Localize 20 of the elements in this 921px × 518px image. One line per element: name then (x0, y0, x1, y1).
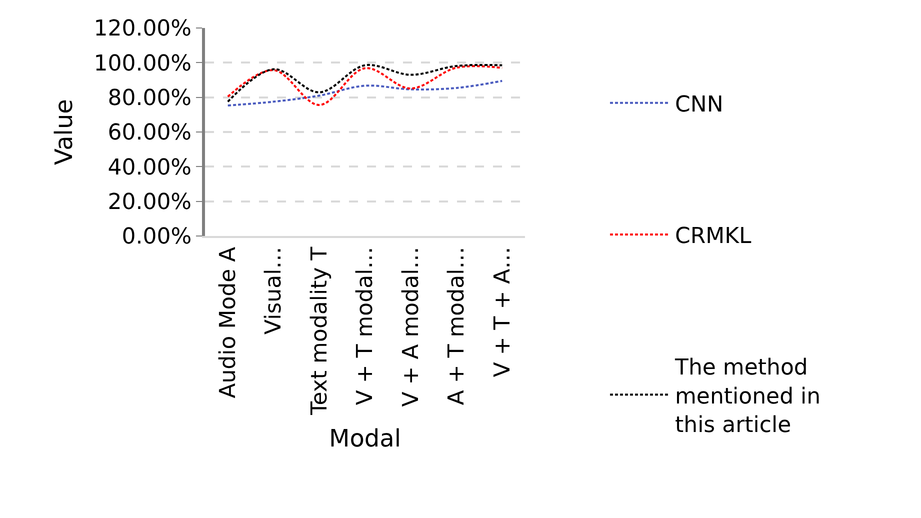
y-axis-title: Value (50, 99, 78, 165)
legend-label: The method mentioned in this article (674, 356, 821, 438)
y-tick-label: 80.00% (108, 86, 192, 112)
x-axis-title: Modal (329, 424, 401, 453)
y-tick-label: 40.00% (108, 155, 192, 180)
y-tick-label: 20.00% (108, 190, 192, 216)
x-tick-label: V + A modal… (398, 246, 424, 407)
line-series (226, 80, 504, 106)
x-tick-label: Audio Mode A (216, 246, 242, 398)
y-tick-label: 100.00% (94, 51, 192, 76)
y-tick-label: 60.00% (108, 120, 192, 146)
x-tick-label: V + T + A… (490, 246, 516, 378)
legend-label: CRMKL (675, 224, 752, 250)
x-tick-label: A + T modal… (444, 246, 470, 406)
x-tick-label: V + T modal… (353, 246, 378, 406)
x-tick-label: Text modality T (307, 246, 332, 416)
legend-label: CNN (675, 92, 724, 118)
y-tick-label: 0.00% (122, 224, 192, 250)
x-tick-label: Visual… (262, 246, 287, 334)
y-tick-label: 120.00% (94, 16, 192, 42)
